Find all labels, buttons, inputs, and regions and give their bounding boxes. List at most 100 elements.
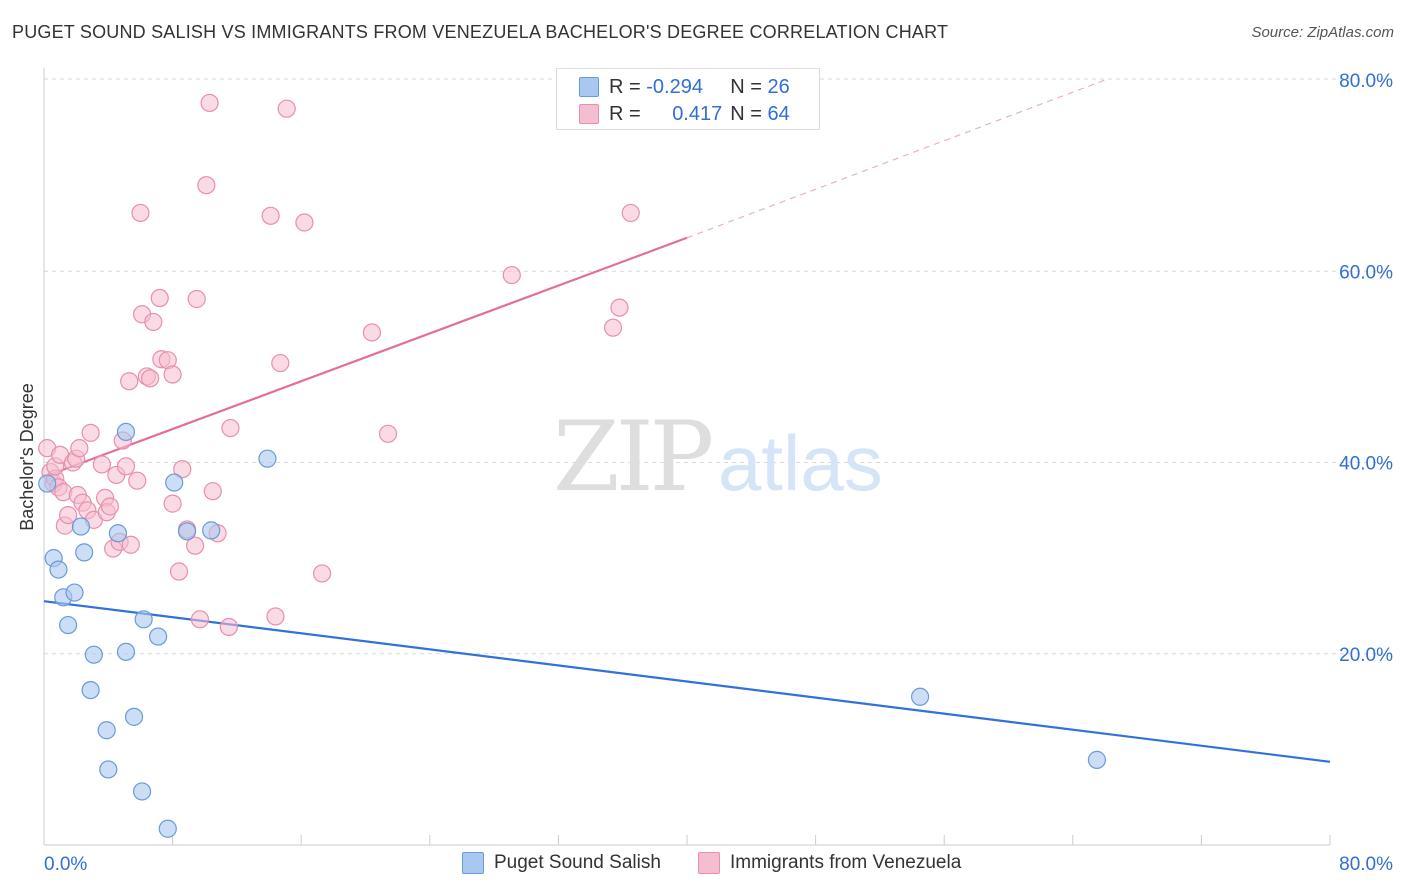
point-immigrants-from-venezuela: [70, 439, 89, 458]
legend-r-value: 0.417: [672, 102, 723, 125]
point-immigrants-from-venezuela: [203, 482, 222, 501]
legend-swatch-blue: [579, 77, 599, 97]
point-puget-sound-salish: [149, 627, 168, 646]
point-immigrants-from-venezuela: [266, 607, 285, 626]
point-immigrants-from-venezuela: [128, 471, 147, 490]
point-puget-sound-salish: [258, 449, 277, 468]
point-puget-sound-salish: [158, 819, 177, 838]
trend-lines: [43, 79, 1331, 763]
point-puget-sound-salish: [99, 760, 118, 779]
point-immigrants-from-venezuela: [187, 289, 206, 309]
point-immigrants-from-venezuela: [131, 203, 150, 223]
legend-row-pink: R = 0.417 N = 64: [579, 100, 790, 128]
legend-n-value: 26: [767, 75, 790, 98]
point-puget-sound-salish: [38, 474, 57, 493]
y-tick-label: 20.0%: [1339, 645, 1393, 666]
point-immigrants-from-venezuela: [261, 206, 280, 225]
correlation-legend: R = -0.294 N = 26 R = 0.417 N = 64: [556, 68, 820, 130]
point-immigrants-from-venezuela: [144, 312, 163, 332]
legend-swatch-pink: [579, 104, 599, 124]
point-immigrants-from-venezuela: [116, 457, 136, 476]
point-puget-sound-salish: [910, 687, 930, 706]
point-puget-sound-salish: [84, 645, 103, 664]
source-credit: Source: ZipAtlas.com: [1251, 24, 1394, 41]
point-puget-sound-salish: [202, 521, 221, 540]
point-puget-sound-salish: [1087, 750, 1107, 769]
point-puget-sound-salish: [177, 522, 197, 541]
point-puget-sound-salish: [165, 473, 184, 492]
watermark: ZIP atlas: [553, 401, 883, 513]
legend-r-label: R =: [609, 75, 647, 98]
grid-lines: [44, 78, 1392, 655]
point-immigrants-from-venezuela: [362, 323, 382, 342]
legend-n-label: N =: [730, 102, 768, 125]
point-immigrants-from-venezuela: [200, 93, 219, 113]
point-puget-sound-salish: [124, 707, 144, 726]
trend-line-extension-dashed: [686, 79, 1106, 239]
point-immigrants-from-venezuela: [502, 265, 521, 285]
point-immigrants-from-venezuela: [163, 365, 182, 384]
trend-line-puget-sound-salish: [43, 600, 1331, 763]
point-puget-sound-salish: [134, 610, 153, 629]
legend-label-puget-sound-salish: Puget Sound Salish: [494, 852, 661, 873]
legend-label-immigrants-from-venezuela: Immigrants from Venezuela: [730, 852, 962, 873]
chart-title: PUGET SOUND SALISH VS IMMIGRANTS FROM VE…: [12, 22, 949, 42]
point-immigrants-from-venezuela: [610, 298, 629, 317]
y-axis-label: Bachelor's Degree: [17, 383, 37, 531]
tick-labels: 20.0% 40.0% 60.0% 80.0% 0.0% 80.0%: [44, 71, 1393, 875]
point-immigrants-from-venezuela: [100, 497, 120, 516]
point-immigrants-from-venezuela: [603, 318, 623, 337]
point-puget-sound-salish: [75, 543, 94, 562]
point-immigrants-from-venezuela: [163, 494, 182, 513]
point-immigrants-from-venezuela: [121, 535, 140, 554]
point-immigrants-from-venezuela: [221, 418, 240, 438]
point-puget-sound-salish: [65, 583, 84, 602]
legend-n-label: N =: [730, 75, 768, 98]
watermark-atlas: atlas: [718, 419, 883, 507]
point-immigrants-from-venezuela: [219, 617, 238, 637]
point-puget-sound-salish: [132, 782, 152, 801]
watermark-zip: ZIP: [553, 401, 712, 513]
point-immigrants-from-venezuela: [295, 213, 314, 232]
data-points: [38, 93, 1107, 838]
point-immigrants-from-venezuela: [120, 372, 139, 391]
y-tick-label: 80.0%: [1339, 71, 1393, 92]
legend-r-value: -0.294: [646, 75, 703, 98]
point-immigrants-from-venezuela: [277, 99, 296, 118]
point-puget-sound-salish: [49, 560, 68, 579]
point-immigrants-from-venezuela: [92, 455, 111, 474]
point-immigrants-from-venezuela: [173, 460, 192, 479]
point-puget-sound-salish: [116, 422, 136, 441]
point-puget-sound-salish: [71, 517, 91, 536]
legend-row-blue: R = -0.294 N = 26: [579, 73, 790, 101]
point-puget-sound-salish: [81, 680, 100, 700]
legend-n-value: 64: [767, 102, 790, 125]
point-immigrants-from-venezuela: [150, 288, 169, 308]
x-tick-label: 80.0%: [1339, 854, 1393, 875]
point-immigrants-from-venezuela: [312, 564, 332, 583]
x-tick-label: 0.0%: [44, 854, 87, 875]
legend-item-immigrants-from-venezuela: Immigrants from Venezuela: [698, 852, 961, 874]
point-puget-sound-salish: [97, 721, 116, 740]
trend-line-immigrants-from-venezuela: [43, 236, 688, 478]
point-puget-sound-salish: [116, 642, 136, 661]
point-immigrants-from-venezuela: [169, 562, 189, 581]
point-immigrants-from-venezuela: [621, 203, 640, 223]
point-puget-sound-salish: [108, 524, 128, 543]
point-immigrants-from-venezuela: [186, 536, 205, 555]
point-immigrants-from-venezuela: [190, 610, 210, 629]
legend-item-puget-sound-salish: Puget Sound Salish: [462, 852, 661, 874]
legend-swatch-pink: [698, 852, 720, 874]
point-immigrants-from-venezuela: [271, 353, 290, 373]
y-tick-label: 60.0%: [1339, 262, 1393, 283]
point-immigrants-from-venezuela: [140, 369, 160, 388]
point-immigrants-from-venezuela: [59, 505, 78, 525]
point-immigrants-from-venezuela: [81, 423, 100, 442]
y-tick-label: 40.0%: [1339, 454, 1393, 475]
point-immigrants-from-venezuela: [197, 176, 216, 195]
point-puget-sound-salish: [59, 615, 78, 635]
legend-r-label: R =: [609, 102, 647, 125]
legend-swatch-blue: [462, 852, 484, 874]
point-immigrants-from-venezuela: [378, 424, 398, 443]
